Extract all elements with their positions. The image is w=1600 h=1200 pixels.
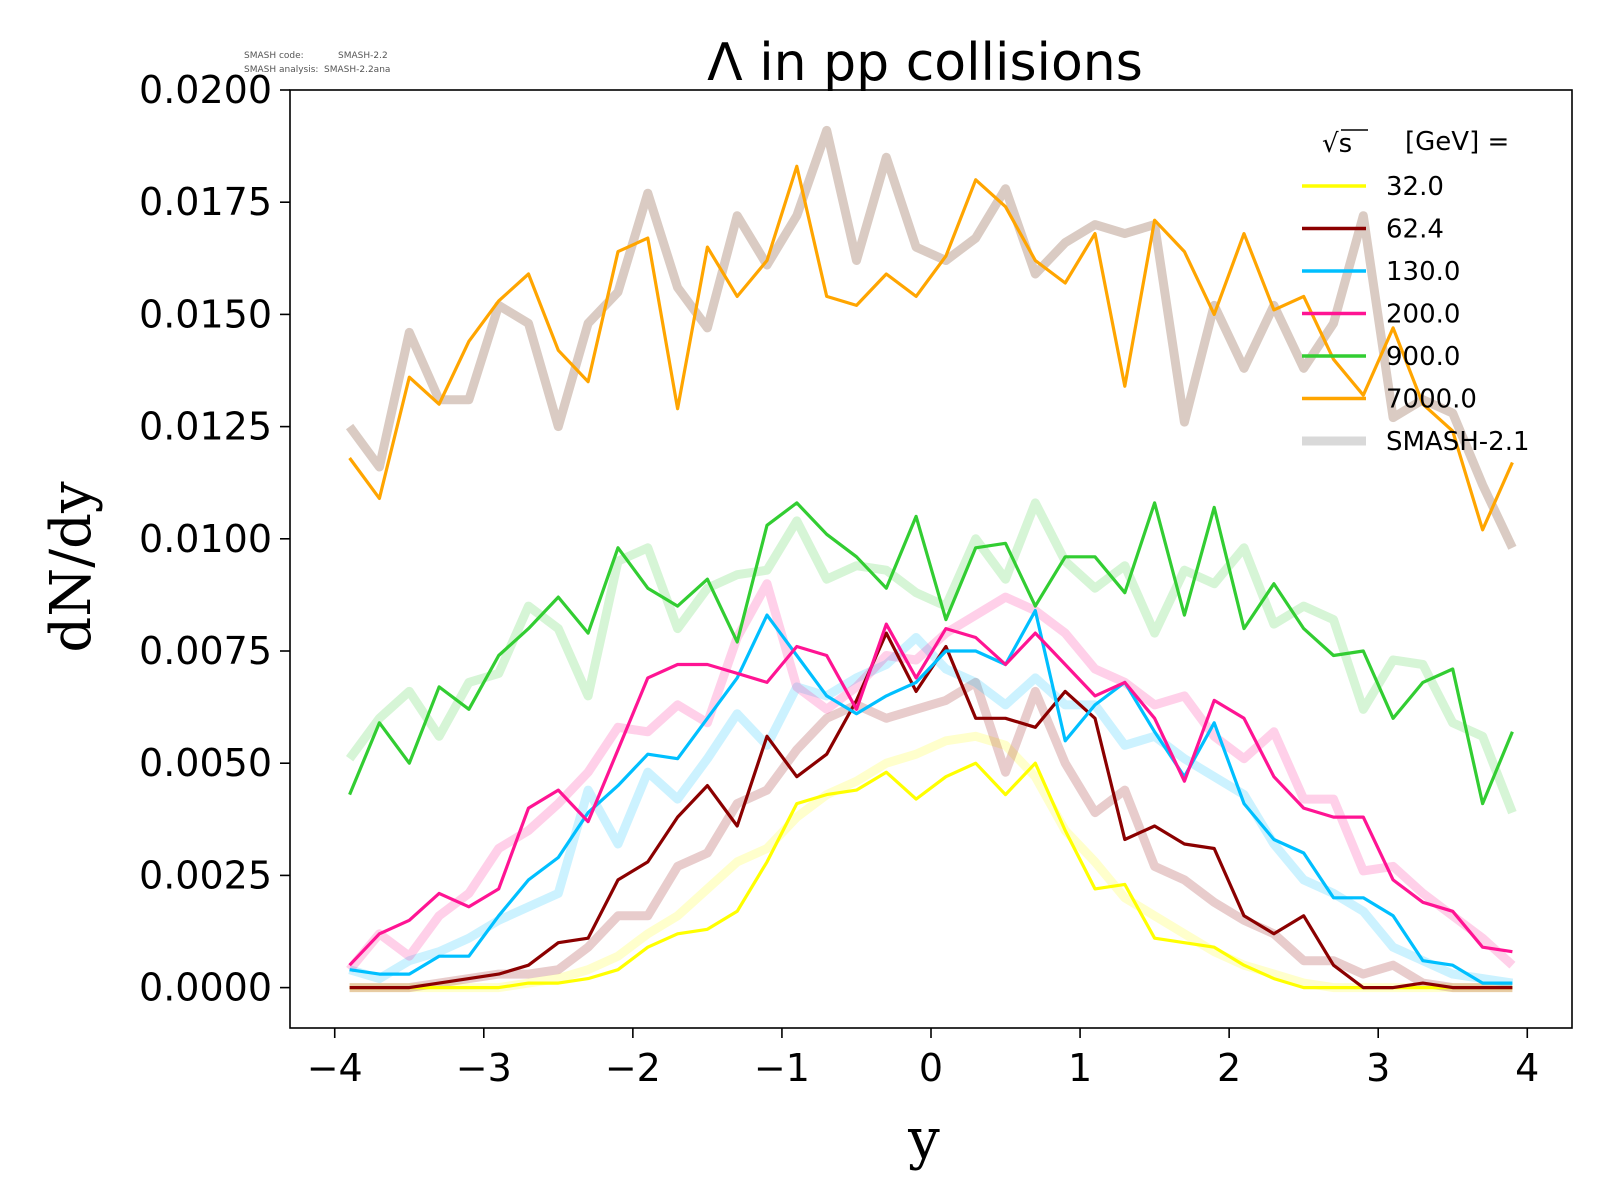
x-tick-label: 0 [919,1046,943,1090]
series-line-7000.0 [348,164,1514,532]
plot-area [345,125,1517,993]
x-tick-label: −4 [307,1046,363,1090]
version-info: SMASH code: SMASH-2.2 SMASH analysis: SM… [244,51,390,75]
legend-label-7000.0: 7000.0 [1386,385,1477,415]
x-tick-label: 3 [1366,1046,1390,1090]
x-tick-label: 4 [1515,1046,1539,1090]
y-tick-label: 0.0000 [139,966,272,1010]
x-tick-label: −3 [456,1046,512,1090]
y-tick-label: 0.0150 [139,292,272,336]
reference-line-900.0 [345,498,1517,815]
chart-title: Λ in pp collisions [707,33,1143,93]
reference-line-32.0 [349,731,1513,993]
y-tick-label: 0.0050 [139,741,272,785]
y-tick-label: 0.0075 [139,629,272,673]
legend-label-reference: SMASH-2.1 [1386,427,1530,457]
x-tick-label: −1 [754,1046,810,1090]
x-tick-label: −2 [605,1046,661,1090]
y-tick-label: 0.0175 [139,180,272,224]
legend-label-62.4: 62.4 [1386,215,1444,245]
legend-label-900.0: 900.0 [1386,342,1460,372]
code-version-label: SMASH code: [244,51,304,61]
reference-line-62.4 [349,677,1513,993]
legend-header-text: [GeV] = [1405,127,1509,157]
legend-header-root: √s [1322,129,1352,159]
analysis-version-value: SMASH-2.2ana [324,65,390,75]
series-line-130.0 [349,608,1513,985]
y-tick-label: 0.0125 [139,405,272,449]
x-axis-label: y [907,1107,940,1172]
series-line-900.0 [348,501,1514,806]
series-line-200.0 [348,622,1513,967]
y-tick-label: 0.0100 [139,517,272,561]
x-tick-label: 1 [1068,1046,1092,1090]
legend-label-32.0: 32.0 [1386,172,1444,202]
legend-label-130.0: 130.0 [1386,257,1460,287]
y-axis-label: dN/dy [39,481,104,653]
x-tick-label: 2 [1217,1046,1241,1090]
legend: √s [GeV] = 32.0 62.4 130.0 200.0 900.0 7000.0… [1302,127,1530,457]
reference-line-7000.0 [345,125,1517,550]
axes: −4 −3 −2 −1 0 1 2 3 4 0.0000 0.0025 0.0050 0.0075 0.0… [139,68,1573,1090]
legend-label-200.0: 200.0 [1386,300,1460,330]
series-line-32.0 [349,761,1513,990]
code-version-value: SMASH-2.2 [338,51,388,61]
reference-line-200.0 [346,579,1516,973]
analysis-version-label: SMASH analysis: [244,65,318,75]
y-tick-label: 0.0025 [139,853,272,897]
y-tick-label: 0.0200 [139,68,272,112]
